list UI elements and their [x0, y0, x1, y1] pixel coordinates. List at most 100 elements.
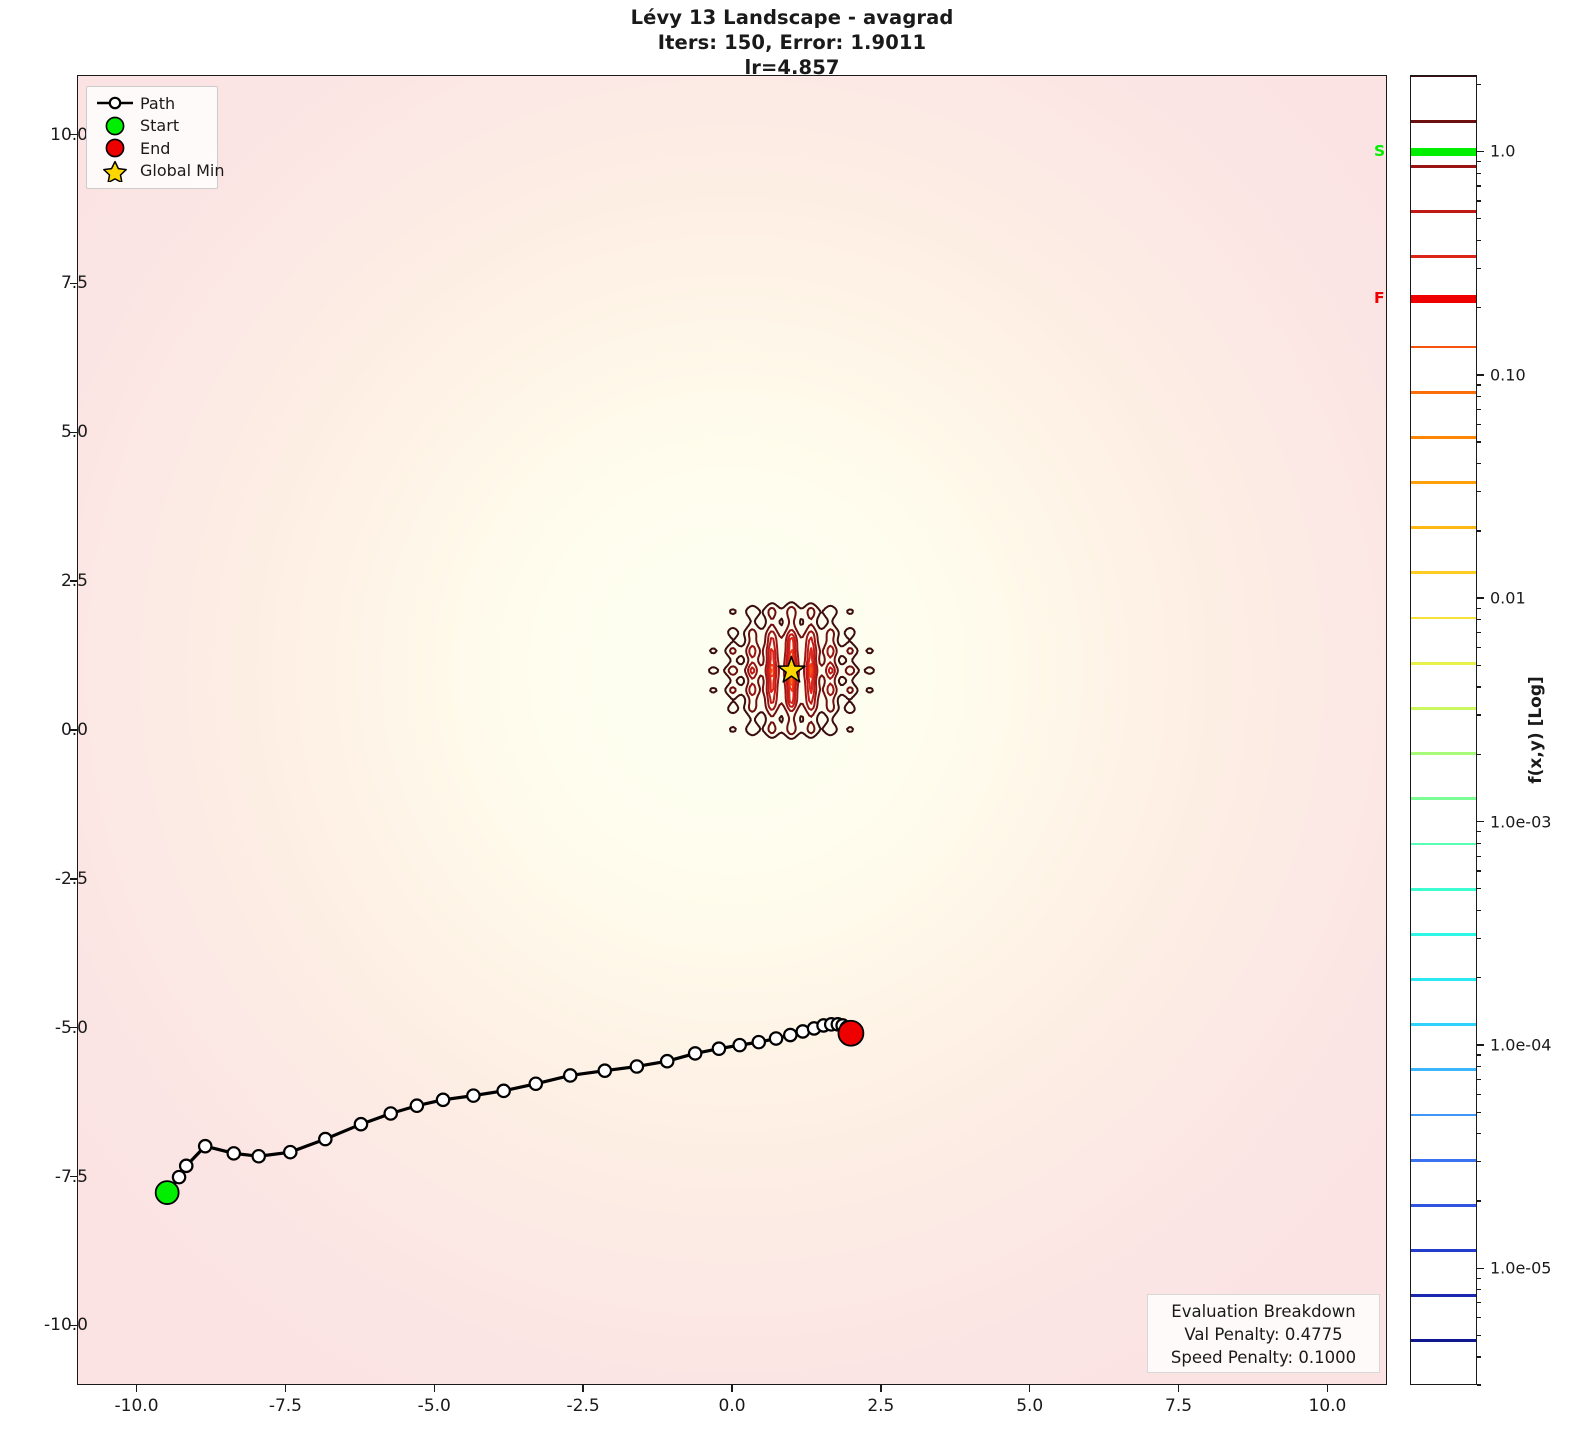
legend-item-global-min: Global Min [94, 160, 225, 184]
colorbar-minor-tick [1477, 1317, 1481, 1319]
path-marker [435, 1092, 451, 1108]
path-marker [597, 1063, 613, 1078]
x-axis-tick-label: 0.0 [718, 1396, 746, 1416]
colorbar-level-line [1411, 752, 1476, 755]
colorbar-minor-tick [1477, 1111, 1481, 1113]
colorbar-level-line [1411, 661, 1476, 665]
x-axis-tick-label: 7.5 [1165, 1396, 1193, 1416]
colorbar-minor-tick [1477, 423, 1481, 425]
colorbar-minor-tick [1477, 831, 1481, 833]
global-min-star-marker [777, 655, 806, 683]
colorbar-minor-tick [1477, 1133, 1481, 1135]
path-marker [178, 1158, 194, 1174]
colorbar-minor-tick [1477, 83, 1481, 85]
colorbar-level-line [1411, 797, 1476, 801]
green-circle-icon [94, 115, 136, 137]
colorbar-level-line [1411, 978, 1476, 981]
y-axis-tick-label: 10.0 [50, 124, 88, 145]
x-axis-tick-label: 2.5 [867, 1396, 895, 1416]
colorbar-minor-tick [1477, 888, 1481, 890]
eval-row-speed-penalty: Speed Penalty: 0.1000 [1170, 1347, 1357, 1367]
title-line-2: Iters: 150, Error: 1.9011 [657, 30, 927, 54]
legend-item-path: Path [94, 92, 210, 115]
colorbar-level-line [1411, 526, 1476, 530]
x-axis-tick-mark [582, 1385, 584, 1392]
colorbar-minor-tick [1477, 161, 1481, 163]
colorbar-minor-tick [1477, 1356, 1481, 1358]
end-point-marker [837, 1019, 865, 1047]
colorbar-minor-tick [1477, 1161, 1481, 1163]
red-circle-icon [94, 137, 136, 159]
x-axis-tick-label: -10.0 [114, 1396, 159, 1416]
x-axis-tick-label: -7.5 [268, 1396, 302, 1416]
colorbar-minor-tick [1477, 306, 1481, 309]
colorbar-level-line [1411, 842, 1476, 846]
path-marker [629, 1059, 645, 1074]
colorbar-level-line [1411, 1249, 1476, 1252]
colorbar-level-line [1411, 1339, 1476, 1343]
y-axis-tick-mark [70, 729, 77, 731]
colorbar-minor-tick [1477, 664, 1481, 666]
x-axis-tick-mark [284, 1385, 287, 1392]
colorbar-minor-tick [1477, 1065, 1481, 1068]
colorbar-minor-tick [1477, 172, 1481, 174]
colorbar-minor-tick [1477, 185, 1481, 187]
path-marker [496, 1083, 511, 1099]
path-line-marker-icon [94, 92, 136, 114]
colorbar-minor-tick [1477, 1093, 1481, 1095]
path-marker [711, 1041, 727, 1057]
colorbar-minor-tick [1477, 1200, 1481, 1202]
colorbar-level-line [1411, 571, 1476, 575]
colorbar-end-marker: F [1374, 289, 1385, 308]
title-line-3: lr=4.857 [744, 55, 840, 79]
colorbar-major-tick [1477, 374, 1484, 376]
figure-title: Lévy 13 Landscape - avagrad Iters: 150, … [0, 6, 1584, 81]
colorbar-level-line [1411, 932, 1476, 936]
path-marker [768, 1031, 784, 1046]
colorbar-level-line [1411, 616, 1476, 620]
eval-breakdown-title: Evaluation Breakdown [1171, 1302, 1356, 1321]
colorbar-tick-label: 0.01 [1490, 588, 1526, 608]
path-marker [466, 1088, 481, 1103]
colorbar-minor-tick [1477, 441, 1481, 443]
colorbar-minor-tick [1477, 870, 1481, 872]
legend-label-global-min: Global Min [140, 161, 225, 181]
colorbar-major-tick [1477, 820, 1484, 823]
y-axis-tick-mark [70, 1027, 77, 1029]
colorbar-level-line [1411, 390, 1476, 394]
colorbar-level-line [1411, 1023, 1476, 1027]
y-axis-tick-mark [70, 133, 77, 136]
colorbar-level-line [1411, 1158, 1476, 1162]
x-axis-tick-label: -2.5 [566, 1396, 600, 1416]
colorbar-level-line [1411, 1203, 1476, 1207]
colorbar-level-line [1411, 210, 1476, 213]
colorbar-minor-tick [1477, 1289, 1481, 1291]
x-axis-tick-label: 10.0 [1308, 1396, 1347, 1416]
colorbar-level-line [1411, 1113, 1476, 1117]
plot-legend: Path Start End Global M [86, 86, 225, 189]
colorbar-level-line [1411, 1294, 1476, 1298]
path-marker [282, 1144, 298, 1160]
colorbar-level-line [1411, 435, 1476, 439]
x-axis-tick-mark [731, 1385, 733, 1392]
colorbar-major-tick [1477, 1044, 1484, 1046]
x-axis-tick-label: 5.0 [1016, 1396, 1044, 1416]
colorbar-minor-tick [1477, 200, 1481, 202]
colorbar-minor-tick [1477, 632, 1481, 634]
colorbar-level-line [1411, 481, 1476, 484]
colorbar-tick-label: 0.10 [1490, 365, 1526, 385]
legend-label-start: Start [140, 116, 180, 136]
colorbar-minor-tick [1477, 463, 1481, 465]
y-axis-tick-mark [70, 1324, 77, 1327]
contour-canvas [78, 76, 1386, 1384]
title-line-1: Lévy 13 Landscape - avagrad [630, 6, 954, 29]
colorbar-axis-label: f(x,y) [Log] [1526, 676, 1546, 784]
path-marker [171, 1169, 187, 1185]
colorbar-major-tick [1477, 1267, 1484, 1269]
y-axis-tick-mark [70, 282, 77, 285]
colorbar-minor-tick [1477, 218, 1481, 220]
colorbar-level-line [1411, 119, 1476, 123]
colorbar-end-line [1411, 295, 1476, 304]
path-marker [383, 1106, 399, 1121]
